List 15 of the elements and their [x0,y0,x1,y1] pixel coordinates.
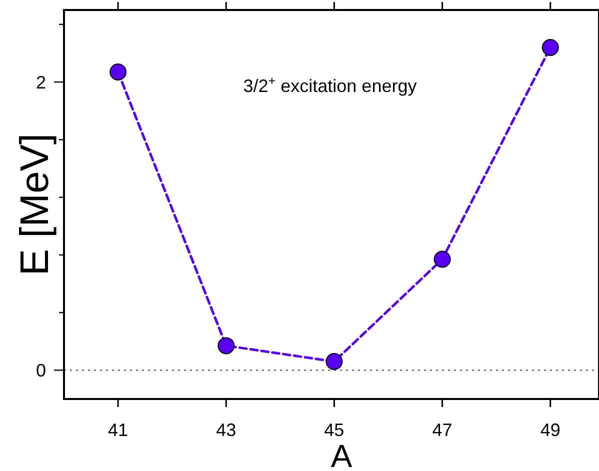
x-tick-label: 45 [324,420,344,440]
x-tick-label: 41 [108,420,128,440]
point [434,250,451,268]
annotation: 3/2$^{+}$ excitation energy [243,74,417,96]
point [218,337,235,354]
y-axis-title: E [MeV] [13,133,57,276]
point [326,353,343,370]
point [110,63,127,80]
x-tick-label: 43 [216,420,236,440]
x-tick-label: 49 [540,420,560,440]
x-tick-label: 47 [432,420,452,440]
point [542,38,559,56]
y-tick-label: 2 [36,72,46,92]
y-tick-label: 0 [36,360,46,380]
x-axis-title: A [330,438,353,471]
